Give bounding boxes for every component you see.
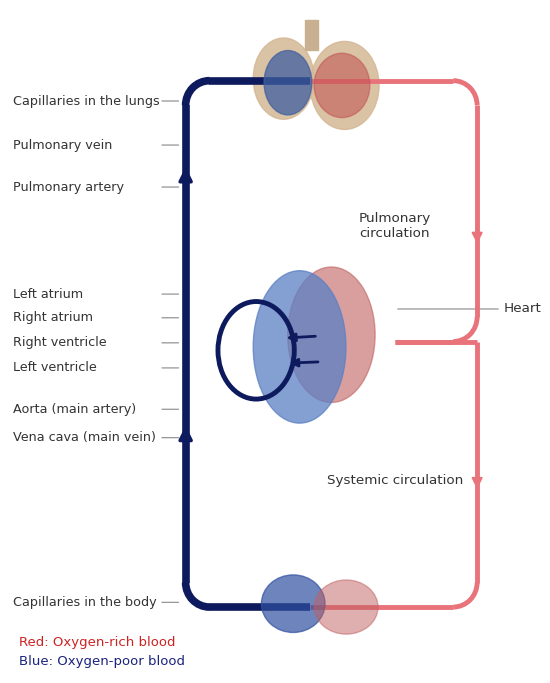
Text: Right ventricle: Right ventricle [13, 336, 107, 350]
Ellipse shape [310, 42, 379, 130]
Ellipse shape [253, 38, 314, 120]
Text: Left ventricle: Left ventricle [13, 361, 97, 374]
Ellipse shape [264, 51, 312, 115]
Ellipse shape [315, 580, 378, 634]
Text: Vena cava (main vein): Vena cava (main vein) [13, 431, 156, 444]
Text: Capillaries in the body: Capillaries in the body [13, 596, 157, 609]
Ellipse shape [261, 575, 325, 632]
Text: Left atrium: Left atrium [13, 288, 84, 301]
Text: Aorta (main artery): Aorta (main artery) [13, 403, 136, 416]
Text: Capillaries in the lungs: Capillaries in the lungs [13, 94, 160, 107]
Ellipse shape [253, 270, 346, 423]
Ellipse shape [314, 53, 370, 117]
Text: Right atrium: Right atrium [13, 311, 94, 324]
Bar [305, 20, 318, 50]
Ellipse shape [288, 267, 375, 402]
Text: Pulmonary artery: Pulmonary artery [13, 180, 124, 193]
Text: Systemic circulation: Systemic circulation [327, 474, 463, 487]
Text: Heart: Heart [504, 303, 542, 316]
Text: Red: Oxygen-rich blood: Red: Oxygen-rich blood [19, 637, 175, 650]
Text: Pulmonary
circulation: Pulmonary circulation [359, 212, 431, 240]
Text: Blue: Oxygen-poor blood: Blue: Oxygen-poor blood [19, 655, 185, 668]
Text: Pulmonary vein: Pulmonary vein [13, 139, 113, 152]
